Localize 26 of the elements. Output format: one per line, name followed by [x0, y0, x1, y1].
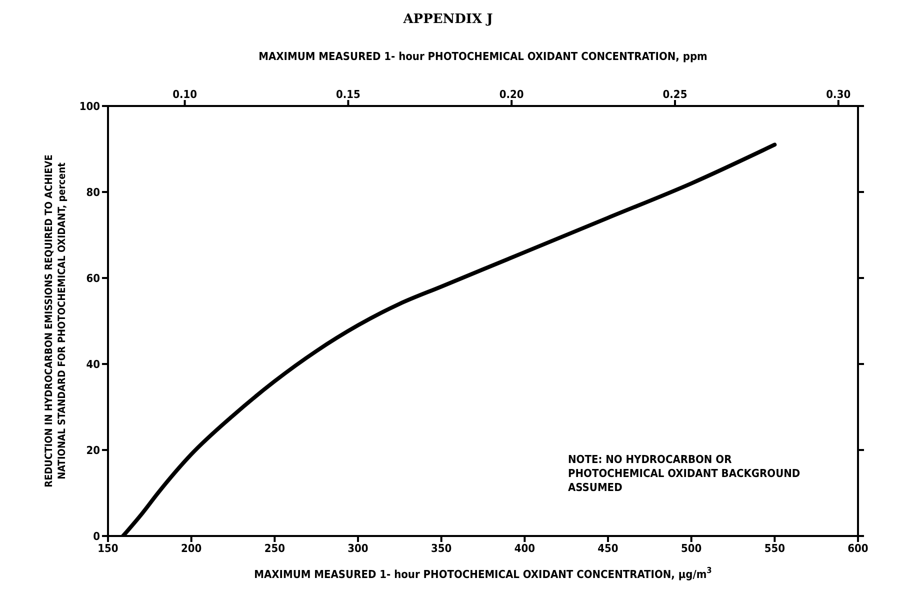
y-tick-label: 60	[86, 272, 100, 285]
x-tick-label: 200	[180, 542, 202, 555]
x-tick-label: 250	[264, 542, 286, 555]
x-tick-label: 500	[680, 542, 702, 555]
y-tick-label: 80	[86, 186, 100, 199]
y-tick-label: 20	[86, 444, 100, 457]
x-tick-label: 150	[98, 542, 118, 555]
x-tick-label: 600	[848, 542, 868, 555]
x-axis-title: MAXIMUM MEASURED 1- hour PHOTOCHEMICAL OXIDANT CONCENTRATION, μg/m$^{3}$	[254, 565, 712, 581]
x-tick-label: 550	[764, 542, 786, 555]
x-tick-label: 400	[514, 542, 536, 555]
x2-tick-label: 0.30	[826, 88, 851, 101]
y-tick-label: 40	[86, 358, 100, 371]
annotation: NOTE: NO HYDROCARBON OR PHOTOCHEMICAL OXIDANT BACKGROUND ASSUMED	[568, 453, 802, 495]
x-tick-label: 300	[348, 542, 368, 555]
x2-tick-label: 0.20	[499, 88, 524, 101]
x2-tick-label: 0.15	[336, 88, 361, 101]
x-tick-label: 450	[598, 542, 618, 555]
x2-tick-label: 0.25	[662, 88, 688, 101]
chart-title: APPENDIX J	[402, 11, 494, 29]
x-tick-label: 350	[430, 542, 452, 555]
x2-tick-label: 0.10	[172, 88, 198, 101]
y-tick-label: 0	[93, 530, 100, 543]
y-tick-label: 100	[79, 100, 100, 113]
x2-axis-title: MAXIMUM MEASURED 1- hour PHOTOCHEMICAL OXIDANT CONCENTRATION, ppm	[258, 50, 708, 63]
y-axis-title: REDUCTION IN HYDROCARBON EMISSIONS REQUIRED TO ACHIEVE NATIONAL STANDARD FOR PHOTOCHEMICAL OXIDANT, percent	[44, 154, 68, 488]
